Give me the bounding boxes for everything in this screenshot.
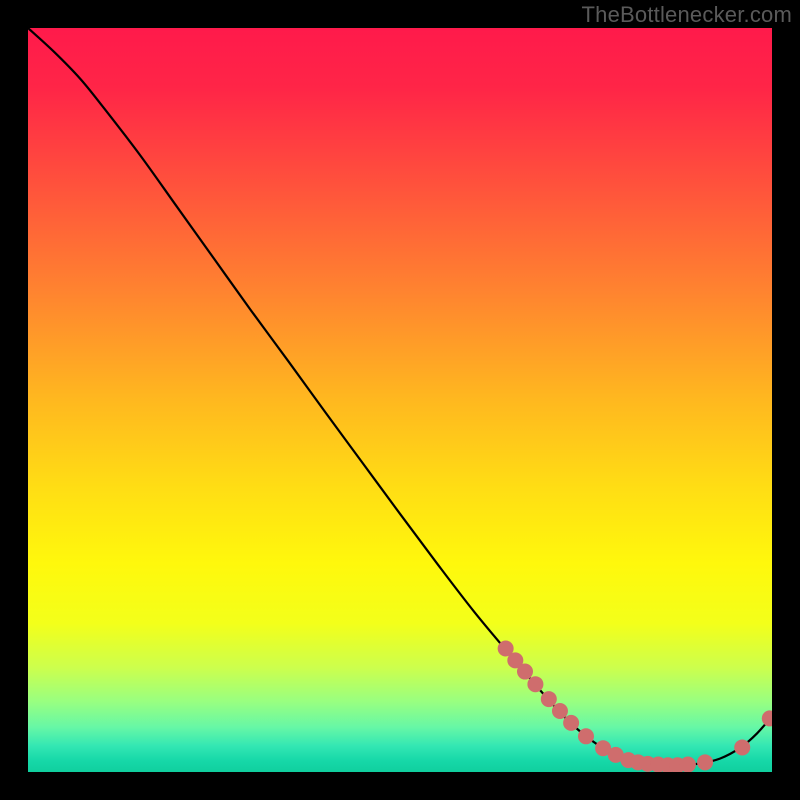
- curve-marker: [552, 703, 568, 719]
- curve-marker: [697, 754, 713, 770]
- curve-marker: [527, 676, 543, 692]
- chart-frame: TheBottlenecker.com: [0, 0, 800, 800]
- gradient-background: [28, 28, 772, 772]
- curve-marker: [563, 715, 579, 731]
- curve-marker: [578, 728, 594, 744]
- curve-marker: [517, 664, 533, 680]
- curve-marker: [541, 691, 557, 707]
- curve-marker: [680, 757, 696, 772]
- watermark-text: TheBottlenecker.com: [582, 2, 792, 28]
- plot-area: [28, 28, 772, 772]
- curve-marker: [734, 739, 750, 755]
- plot-svg: [28, 28, 772, 772]
